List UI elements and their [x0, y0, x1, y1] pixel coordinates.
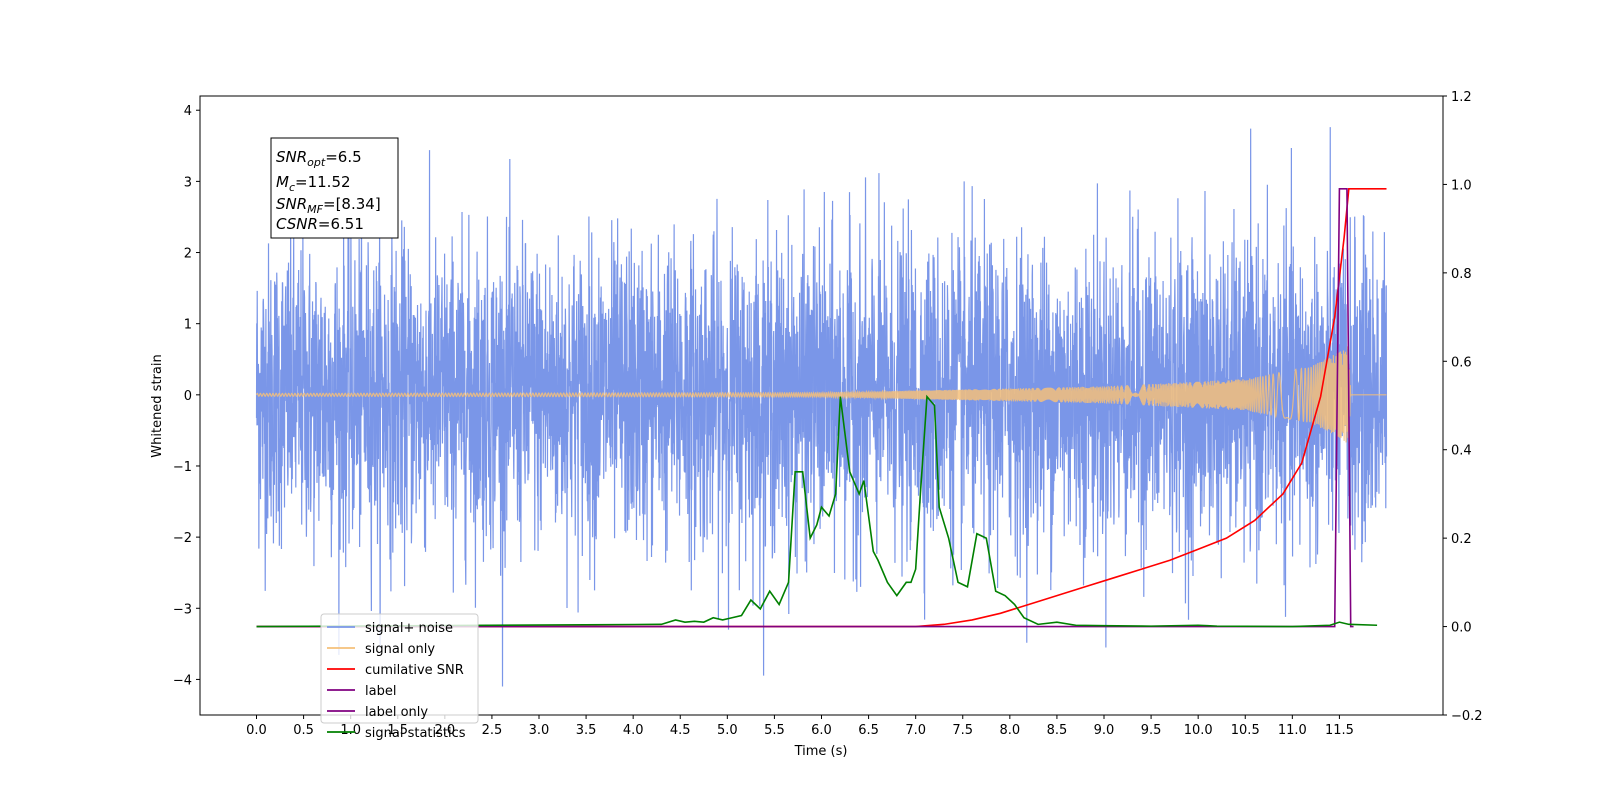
x-tick-label: 6.0	[811, 723, 832, 738]
legend-entry: signal only	[365, 642, 435, 657]
annotation-line-1: SNRopt=6.5	[276, 148, 362, 169]
x-tick-label: 5.5	[764, 723, 785, 738]
y-axis-label: Whitened strain	[150, 354, 165, 457]
y2-tick-label: 0.4	[1451, 444, 1472, 459]
y-tick-label: −1	[173, 460, 192, 475]
x-tick-label: 2.5	[482, 723, 503, 738]
y-axis-right: 1.2 1.0 0.8 0.6 0.4 0.2 0.0 −0.2	[1443, 90, 1483, 724]
annotation-box: SNRopt=6.5 Mc=11.52 SNRMF=[8.34] CSNR=6.…	[270, 137, 399, 239]
y2-tick-label: 1.0	[1451, 178, 1472, 193]
x-tick-label: 1.5	[387, 723, 408, 738]
annotation-line-2: Mc=11.52	[276, 173, 351, 194]
x-tick-label: 4.0	[623, 723, 644, 738]
legend-entry: cumilative SNR	[365, 663, 464, 678]
y-tick-label: 3	[184, 175, 192, 190]
y2-tick-label: 0.8	[1451, 267, 1472, 282]
x-tick-label: 3.5	[576, 723, 597, 738]
y2-tick-label: 1.2	[1451, 90, 1472, 105]
x-tick-label: 3.0	[529, 723, 550, 738]
y-tick-label: −3	[173, 602, 192, 617]
x-tick-label: 10.5	[1231, 723, 1260, 738]
x-tick-label: 9.5	[1141, 723, 1162, 738]
x-tick-label: 11.0	[1278, 723, 1307, 738]
series-signal-only-line	[255, 346, 1387, 443]
x-tick-label: 8.0	[999, 723, 1020, 738]
annotation-line-3: SNRMF=[8.34]	[276, 195, 381, 216]
series-layer	[255, 127, 1388, 687]
y-axis-left: 4 3 2 1 0 −1 −2 −3 −4	[173, 104, 200, 688]
x-tick-label: 0.0	[246, 723, 267, 738]
y-tick-label: 4	[184, 104, 192, 119]
x-tick-label: 9.0	[1094, 723, 1115, 738]
y-tick-label: 0	[184, 389, 192, 404]
y-tick-label: 1	[184, 318, 192, 333]
x-tick-label: 2.0	[434, 723, 455, 738]
x-tick-label: 5.0	[717, 723, 738, 738]
x-axis-label: Time (s)	[794, 744, 848, 759]
legend-entry: signal statistics	[365, 726, 466, 741]
y2-tick-label: 0.0	[1451, 621, 1472, 636]
legend-entry: label	[365, 684, 396, 699]
y2-tick-label: 0.2	[1451, 532, 1472, 547]
x-tick-label: 6.5	[858, 723, 879, 738]
x-tick-label: 10.0	[1184, 723, 1213, 738]
x-tick-label: 11.5	[1325, 723, 1354, 738]
x-tick-label: 4.5	[670, 723, 691, 738]
y2-tick-label: 0.6	[1451, 355, 1472, 370]
x-tick-label: 1.0	[340, 723, 361, 738]
x-axis: 0.0 0.5 1.0 1.5 2.0 2.5 3.0 3.5 4.0 4.5 5.0 5.5 6.0 6…	[246, 715, 1354, 738]
y-tick-label: −2	[173, 531, 192, 546]
series-cumilative-snr-line	[256, 188, 1387, 628]
y-tick-label: −4	[173, 673, 192, 688]
legend-entry: label only	[365, 705, 428, 720]
legend: signal+ noise signal only cumilative SNR la…	[320, 613, 479, 741]
x-tick-label: 0.5	[293, 723, 314, 738]
x-tick-label: 7.0	[905, 723, 926, 738]
y2-tick-label: −0.2	[1451, 709, 1483, 724]
x-tick-label: 8.5	[1047, 723, 1068, 738]
y-tick-label: 2	[184, 247, 192, 262]
annotation-line-4: CSNR=6.51	[276, 215, 364, 233]
legend-entry: signal+ noise	[365, 621, 453, 636]
x-tick-label: 7.5	[952, 723, 973, 738]
series-signal-statistics-line	[256, 394, 1378, 628]
